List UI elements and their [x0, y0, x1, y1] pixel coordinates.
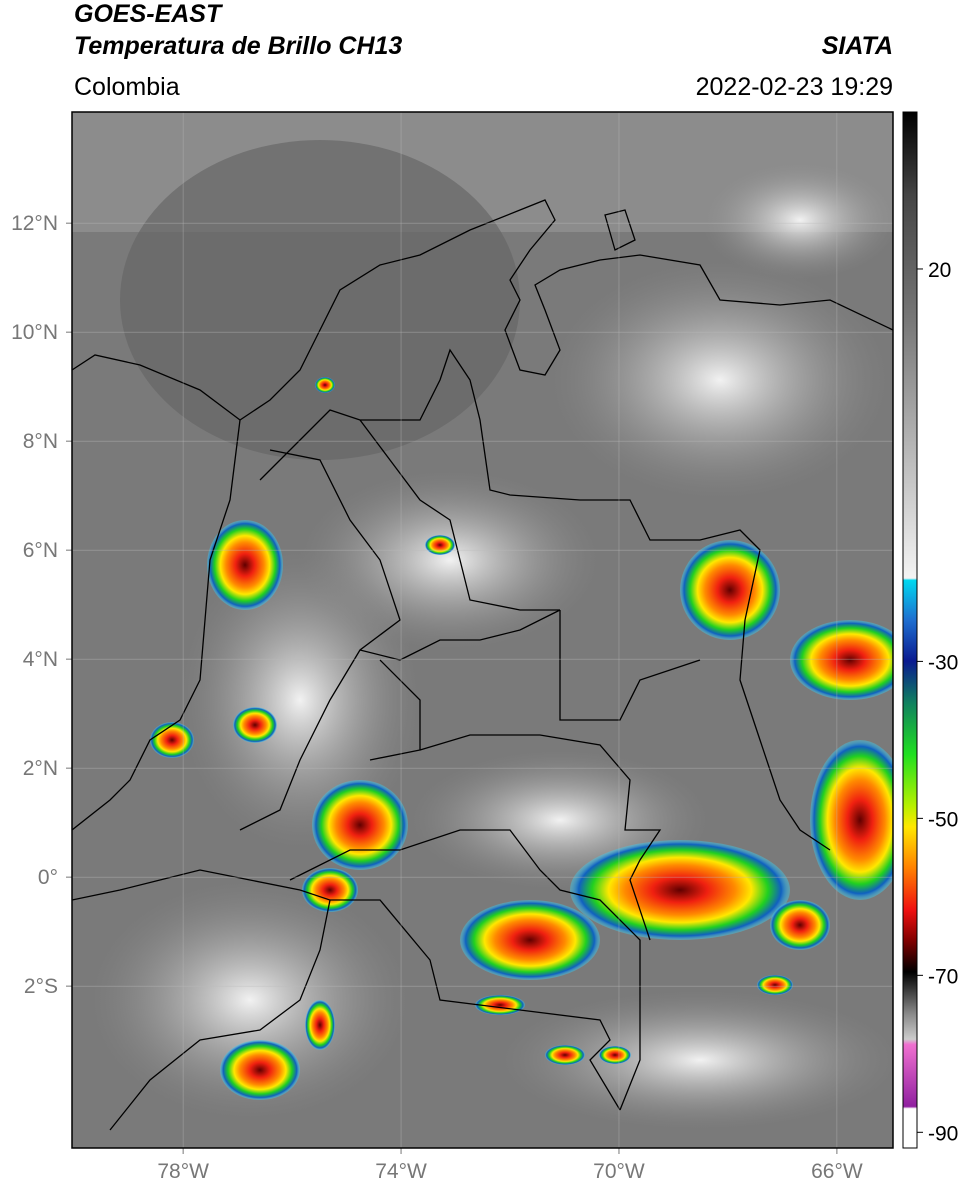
colorbar-tick-label: -90 — [928, 1122, 958, 1145]
graticule — [66, 112, 893, 1154]
lat-tick-label: 2°N — [23, 757, 58, 780]
colorbar-tick-label: -50 — [928, 808, 958, 831]
map-imagery — [72, 112, 893, 1148]
colorbar-tick-label: -30 — [928, 651, 958, 674]
map-frame — [71, 111, 894, 1149]
lon-tick-label: 66°W — [811, 1160, 863, 1183]
lon-tick-label: 70°W — [593, 1160, 645, 1183]
datetime-label: 2022-02-23 19:29 — [696, 73, 893, 101]
lat-tick-label: 2°S — [24, 975, 58, 998]
lat-tick-label: 10°N — [11, 321, 58, 344]
source-label: SIATA — [822, 32, 893, 60]
lon-tick-label: 74°W — [375, 1160, 427, 1183]
product-title: Temperatura de Brillo CH13 — [74, 32, 402, 60]
region-label: Colombia — [74, 73, 180, 101]
lat-tick-label: 4°N — [23, 648, 58, 671]
lat-tick-label: 12°N — [11, 212, 58, 235]
colorbar — [902, 111, 918, 1149]
lat-tick-label: 8°N — [23, 430, 58, 453]
lat-tick-label: 6°N — [23, 539, 58, 562]
lon-tick-label: 78°W — [157, 1160, 209, 1183]
lat-tick-label: 0° — [38, 866, 58, 889]
colorbar-tick-label: 20 — [928, 259, 951, 282]
satellite-title: GOES-EAST — [74, 0, 224, 28]
colorbar-tick-label: -70 — [928, 965, 958, 988]
